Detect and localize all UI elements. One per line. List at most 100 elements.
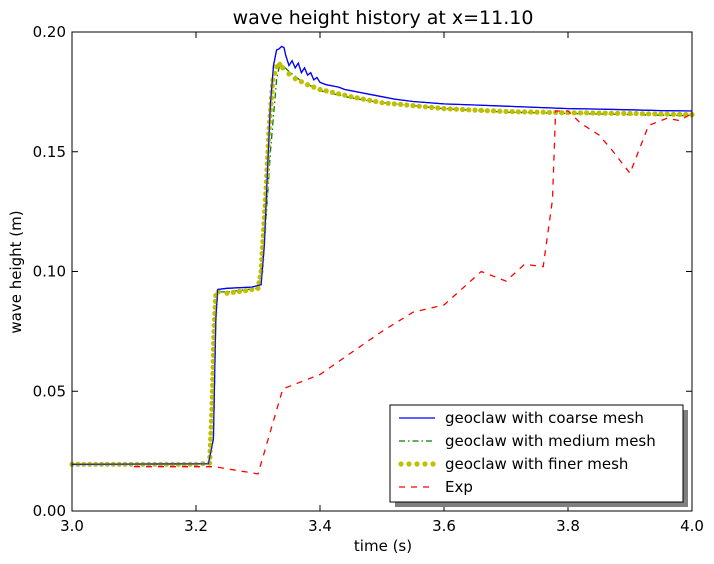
data-point — [280, 65, 286, 71]
data-point — [367, 97, 373, 103]
data-point — [528, 109, 534, 115]
data-point — [262, 197, 268, 203]
data-point — [429, 104, 435, 110]
data-point — [264, 167, 270, 173]
x-tick-label: 3.0 — [60, 517, 84, 535]
legend-label: geoclaw with finer mesh — [445, 455, 628, 473]
data-point — [559, 110, 565, 116]
data-point — [209, 394, 215, 400]
data-point — [571, 110, 577, 116]
data-point — [664, 111, 670, 117]
data-point — [670, 111, 677, 117]
data-point — [652, 111, 658, 117]
x-tick-label: 3.8 — [556, 517, 580, 535]
data-point — [258, 268, 264, 275]
chart-title: wave height history at x=11.10 — [233, 7, 534, 29]
data-point — [373, 98, 379, 105]
legend: geoclaw with coarse mesh geoclaw with med… — [389, 404, 688, 507]
data-point — [460, 106, 466, 113]
data-point — [262, 203, 268, 209]
y-axis-label: wave height (m) — [7, 210, 25, 333]
data-point — [379, 100, 385, 106]
data-point — [385, 100, 391, 106]
x-axis-label: time (s) — [354, 537, 412, 555]
data-point — [208, 424, 214, 430]
data-point — [264, 173, 270, 179]
data-point — [323, 88, 329, 94]
data-point — [478, 107, 484, 113]
data-point — [329, 89, 335, 95]
series-layer — [69, 45, 695, 475]
data-point — [209, 412, 215, 418]
y-tick-label: 0.05 — [33, 382, 66, 400]
legend-item: geoclaw with coarse mesh — [399, 409, 644, 427]
data-point — [404, 102, 410, 108]
series-geoclaw-with-coarse-mesh-overlay — [71, 45, 693, 465]
data-point — [209, 406, 215, 412]
legend-label: geoclaw with coarse mesh — [445, 409, 644, 427]
legend-item: Exp — [399, 478, 473, 496]
data-point — [515, 109, 522, 115]
data-point — [472, 107, 478, 113]
legend-item: geoclaw with medium mesh — [399, 432, 656, 450]
legend-label: Exp — [445, 478, 473, 496]
data-point — [677, 111, 683, 117]
data-point — [286, 71, 292, 77]
data-point — [348, 94, 354, 100]
data-point — [298, 79, 304, 85]
data-point — [263, 185, 269, 191]
data-point — [336, 91, 342, 97]
data-point — [208, 418, 214, 424]
data-point — [360, 96, 366, 102]
y-tick-label: 0.15 — [33, 143, 66, 161]
data-point — [615, 110, 621, 116]
data-point — [305, 82, 311, 88]
data-point — [391, 101, 397, 107]
data-point — [263, 191, 269, 197]
legend-swatch-dot — [414, 461, 420, 467]
data-point — [596, 110, 602, 116]
y-tick-label: 0.00 — [33, 502, 66, 520]
data-point — [268, 101, 274, 107]
data-point — [209, 400, 215, 406]
data-point — [534, 109, 540, 115]
legend-swatch-dot — [398, 461, 404, 467]
data-point — [215, 289, 221, 295]
data-point — [208, 436, 214, 442]
data-point — [208, 430, 214, 436]
x-ticks: 3.0 3.2 3.4 3.6 3.8 4.0 — [60, 32, 704, 535]
data-point — [491, 108, 497, 114]
y-ticks: 0.00 0.05 0.10 0.15 0.20 — [33, 23, 692, 520]
series-geoclaw-with-finer-mesh — [69, 61, 695, 467]
data-point — [577, 110, 584, 116]
data-point — [602, 110, 608, 116]
data-point — [209, 388, 215, 394]
data-point — [261, 215, 267, 221]
data-point — [230, 289, 236, 295]
data-point — [639, 111, 646, 117]
data-point — [224, 290, 230, 296]
data-point — [398, 101, 404, 107]
data-point — [268, 95, 275, 101]
data-point — [249, 286, 255, 293]
x-tick-label: 3.6 — [432, 517, 456, 535]
y-tick-label: 0.20 — [33, 23, 66, 41]
data-point — [317, 86, 323, 93]
data-point — [546, 109, 553, 115]
data-point — [503, 108, 509, 115]
data-point — [584, 110, 590, 116]
data-point — [621, 110, 627, 116]
x-tick-label: 3.2 — [184, 517, 208, 535]
data-point — [646, 111, 652, 117]
data-point — [435, 105, 441, 111]
data-point — [658, 111, 664, 117]
data-point — [410, 103, 416, 109]
data-point — [627, 110, 633, 116]
data-point — [497, 108, 503, 114]
data-point — [262, 209, 268, 215]
data-point — [354, 95, 360, 101]
legend-item: geoclaw with finer mesh — [398, 455, 628, 473]
data-point — [292, 76, 298, 82]
data-point — [270, 77, 276, 83]
